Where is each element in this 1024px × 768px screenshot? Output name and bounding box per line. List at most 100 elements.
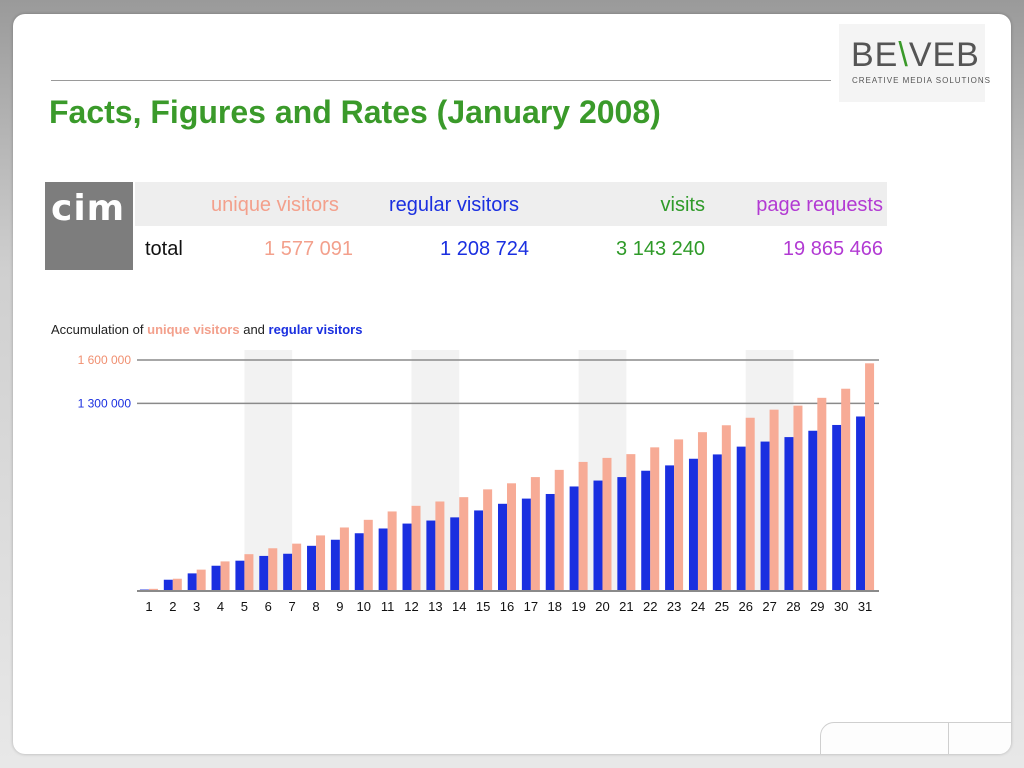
- x-tick-label-21: 21: [619, 599, 633, 614]
- bar-regular-10: [354, 533, 364, 591]
- bar-regular-2: [163, 579, 173, 591]
- bar-regular-18: [545, 493, 555, 591]
- x-tick-label-7: 7: [289, 599, 296, 614]
- bar-unique-12: [411, 505, 421, 591]
- x-tick-label-14: 14: [452, 599, 466, 614]
- bar-regular-7: [283, 553, 293, 591]
- bar-unique-29: [817, 397, 827, 591]
- bar-unique-28: [793, 405, 803, 591]
- bar-unique-18: [554, 469, 564, 591]
- x-tick-label-15: 15: [476, 599, 490, 614]
- row-label-total: total: [145, 238, 183, 260]
- logo-wordmark: BE\VEB: [851, 36, 980, 74]
- bar-unique-9: [339, 527, 349, 591]
- bar-unique-22: [650, 447, 660, 591]
- bar-unique-20: [602, 457, 612, 591]
- footer-tab: [820, 722, 1011, 754]
- bar-regular-15: [474, 510, 484, 591]
- x-tick-label-30: 30: [834, 599, 848, 614]
- x-tick-label-24: 24: [691, 599, 705, 614]
- bar-regular-11: [378, 528, 388, 591]
- header-unique-visitors: unique visitors: [211, 194, 339, 216]
- bar-regular-14: [450, 517, 460, 591]
- bar-regular-13: [426, 520, 436, 591]
- x-tick-label-2: 2: [169, 599, 176, 614]
- company-logo: BE\VEB CREATIVE MEDIA SOLUTIONS: [839, 24, 990, 102]
- x-tick-label-25: 25: [715, 599, 729, 614]
- bar-regular-22: [641, 470, 651, 591]
- bar-unique-14: [459, 497, 469, 591]
- logo-tagline: CREATIVE MEDIA SOLUTIONS: [852, 76, 991, 85]
- x-tick-label-26: 26: [738, 599, 752, 614]
- y-tick-label-1300000: 1 300 000: [78, 396, 132, 410]
- header-page-requests: page requests: [756, 194, 883, 216]
- bar-unique-23: [674, 439, 684, 591]
- y-tick-label-1600000: 1 600 000: [78, 353, 132, 367]
- cim-badge: cim: [45, 182, 133, 270]
- bar-regular-24: [688, 458, 698, 591]
- bar-unique-7: [292, 543, 302, 591]
- bar-regular-5: [235, 560, 245, 591]
- bar-unique-27: [769, 409, 779, 591]
- bar-regular-29: [808, 430, 818, 591]
- bar-unique-15: [483, 489, 493, 591]
- bar-regular-9: [330, 539, 340, 591]
- x-tick-label-19: 19: [571, 599, 585, 614]
- x-tick-label-12: 12: [404, 599, 418, 614]
- x-tick-label-20: 20: [595, 599, 609, 614]
- header-rule: [51, 80, 831, 81]
- bar-unique-1: [148, 588, 158, 591]
- page-title: Facts, Figures and Rates (January 2008): [49, 94, 661, 130]
- x-tick-label-6: 6: [265, 599, 272, 614]
- bar-regular-16: [498, 503, 507, 591]
- x-tick-label-16: 16: [500, 599, 514, 614]
- bar-regular-27: [760, 441, 770, 591]
- x-tick-label-29: 29: [810, 599, 824, 614]
- bar-unique-8: [316, 535, 326, 591]
- stats-header-band: [135, 182, 887, 226]
- bar-unique-31: [865, 363, 875, 591]
- bar-regular-28: [784, 437, 794, 591]
- x-tick-label-3: 3: [193, 599, 200, 614]
- bar-unique-6: [268, 548, 278, 591]
- x-tick-label-13: 13: [428, 599, 442, 614]
- bar-unique-17: [530, 477, 540, 591]
- weekend-band-5-6: [244, 350, 293, 591]
- bar-regular-19: [569, 486, 579, 591]
- bar-unique-24: [697, 432, 707, 591]
- bar-unique-11: [387, 511, 397, 591]
- bar-regular-8: [307, 545, 317, 591]
- x-tick-label-8: 8: [312, 599, 319, 614]
- bar-unique-26: [745, 417, 755, 591]
- x-tick-label-22: 22: [643, 599, 657, 614]
- bar-regular-20: [593, 480, 603, 591]
- x-tick-label-10: 10: [357, 599, 371, 614]
- x-tick-label-31: 31: [858, 599, 872, 614]
- value-page-requests: 19 865 466: [782, 238, 883, 260]
- value-unique-visitors: 1 577 091: [264, 238, 353, 260]
- x-tick-label-4: 4: [217, 599, 224, 614]
- value-visits: 3 143 240: [616, 238, 705, 260]
- x-tick-label-27: 27: [762, 599, 776, 614]
- bar-regular-31: [856, 416, 866, 591]
- bar-regular-23: [665, 465, 675, 591]
- header-visits: visits: [660, 194, 705, 216]
- slide: BE\VEB CREATIVE MEDIA SOLUTIONS Facts, F…: [13, 14, 1011, 754]
- header-regular-visitors: regular visitors: [389, 194, 520, 216]
- value-regular-visitors: 1 208 724: [440, 238, 529, 260]
- x-tick-label-17: 17: [524, 599, 538, 614]
- bar-unique-21: [626, 454, 636, 591]
- bar-unique-25: [721, 425, 731, 591]
- bar-unique-13: [435, 501, 445, 591]
- bar-unique-30: [841, 388, 851, 591]
- bar-unique-19: [578, 461, 588, 591]
- bar-regular-3: [187, 573, 197, 591]
- x-tick-label-28: 28: [786, 599, 800, 614]
- x-tick-label-11: 11: [381, 599, 395, 614]
- bar-regular-30: [832, 424, 842, 591]
- x-tick-label-23: 23: [667, 599, 681, 614]
- x-tick-label-18: 18: [548, 599, 562, 614]
- bar-unique-5: [244, 554, 254, 591]
- bar-unique-10: [363, 519, 373, 591]
